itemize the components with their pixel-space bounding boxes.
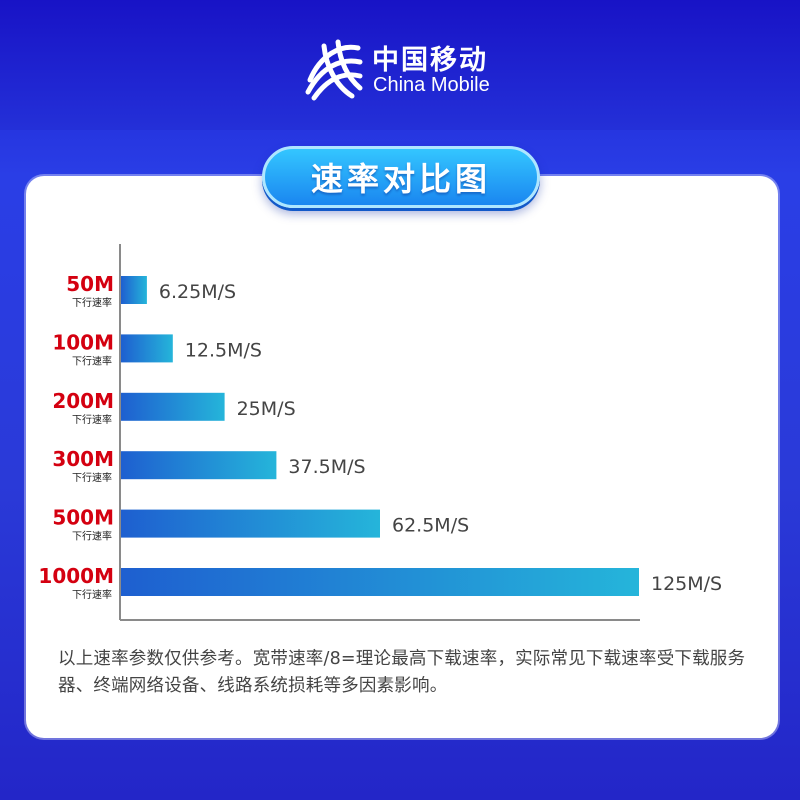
category-sublabel-3: 下行速率 <box>72 471 112 484</box>
value-label-0: 6.25M/S <box>159 281 236 303</box>
bar-3 <box>121 451 277 480</box>
bar-5 <box>121 568 639 596</box>
category-label-1: 100M <box>52 330 114 354</box>
bar-0 <box>121 276 147 304</box>
value-label-4: 62.5M/S <box>392 515 469 537</box>
title-badge: 速率对比图 <box>262 146 540 208</box>
category-label-2: 200M <box>52 389 114 413</box>
category-sublabel-1: 下行速率 <box>72 354 112 367</box>
header-band <box>0 0 800 130</box>
value-label-1: 12.5M/S <box>185 339 262 361</box>
category-label-5: 1000M <box>38 564 114 588</box>
category-label-3: 300M <box>52 447 114 471</box>
category-sublabel-5: 下行速率 <box>72 588 112 601</box>
brand-name-en: China Mobile <box>373 74 490 96</box>
brand-name-cn: 中国移动 <box>372 45 488 76</box>
category-label-0: 50M <box>66 272 114 296</box>
category-sublabel-2: 下行速率 <box>72 413 112 426</box>
value-label-2: 25M/S <box>237 398 296 420</box>
value-label-5: 125M/S <box>651 573 722 595</box>
bar-1 <box>121 334 173 363</box>
category-label-4: 500M <box>52 506 114 530</box>
value-label-3: 37.5M/S <box>288 456 365 478</box>
bar-4 <box>121 509 380 538</box>
category-sublabel-0: 下行速率 <box>72 296 112 309</box>
chart-title: 速率对比图 <box>310 160 491 198</box>
category-sublabel-4: 下行速率 <box>72 530 112 543</box>
brand-logo: 中国移动 China Mobile <box>300 36 510 106</box>
bar-2 <box>121 392 225 421</box>
footnote: 以上速率参数仅供参考。宽带速率/8=理论最高下载速率，实际常见下载速率受下载服务… <box>58 649 746 696</box>
china-mobile-logo-icon <box>305 39 363 101</box>
